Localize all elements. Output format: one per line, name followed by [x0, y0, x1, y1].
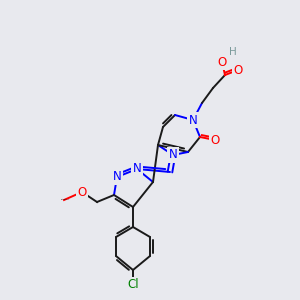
- Text: N: N: [133, 163, 141, 176]
- Text: O: O: [77, 185, 87, 199]
- Text: Cl: Cl: [127, 278, 139, 292]
- Text: Cl: Cl: [127, 278, 139, 292]
- Text: O: O: [233, 64, 243, 76]
- Text: N: N: [169, 148, 177, 161]
- Text: N: N: [189, 113, 197, 127]
- Text: N: N: [189, 113, 197, 127]
- Text: H: H: [229, 47, 237, 57]
- Text: methoxy: methoxy: [64, 199, 70, 200]
- Text: O: O: [233, 64, 243, 76]
- Text: O: O: [218, 56, 226, 68]
- Text: N: N: [133, 163, 141, 176]
- Text: N: N: [112, 170, 122, 184]
- Text: methoxy: methoxy: [61, 199, 67, 200]
- Text: O: O: [218, 56, 226, 68]
- Text: O: O: [77, 185, 87, 199]
- Text: N: N: [112, 170, 122, 184]
- Text: N: N: [169, 148, 177, 161]
- Text: O: O: [210, 134, 220, 146]
- Text: H: H: [229, 47, 237, 57]
- Text: O: O: [210, 134, 220, 146]
- Text: O: O: [77, 185, 87, 199]
